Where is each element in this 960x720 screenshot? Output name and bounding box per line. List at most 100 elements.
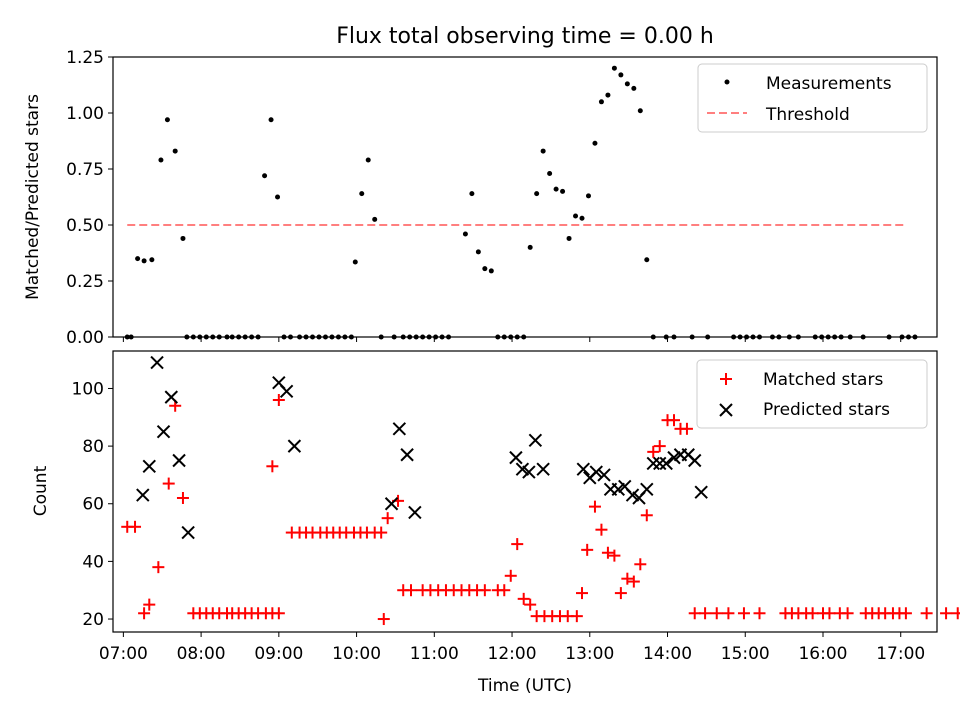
measurement-point (303, 334, 309, 340)
count-y-tick-label: 80 (82, 437, 104, 457)
matched-point (511, 538, 524, 551)
measurement-point (236, 334, 242, 340)
count-legend: Matched stars Predicted stars (696, 359, 928, 429)
measurement-point (663, 334, 669, 340)
count-y-tick-label: 100 (72, 379, 104, 399)
measurement-point (731, 334, 737, 340)
measurement-point (210, 334, 216, 340)
predicted-point (694, 485, 708, 499)
measurement-point (540, 148, 546, 154)
count-x-axis: 07:00 08:00 09:00 10:00 11:00 12:00 13:00 14:00… (99, 632, 925, 664)
legend-matched-marker (720, 373, 732, 385)
measurement-point (860, 334, 866, 340)
measurement-point (365, 157, 371, 163)
measurement-point (650, 334, 656, 340)
measurement-point (348, 334, 354, 340)
matched-point (940, 607, 953, 620)
matched-point (129, 520, 142, 533)
measurement-point (352, 259, 358, 265)
matched-point (951, 607, 960, 620)
predicted-point (164, 390, 179, 404)
count-legend-box (696, 359, 928, 429)
matched-point (588, 500, 601, 513)
ratio-legend: Measurements Threshold (697, 63, 928, 133)
measurement-point (560, 188, 566, 194)
measurement-point (611, 65, 617, 71)
predicted-point (653, 456, 667, 471)
measurement-point (899, 334, 905, 340)
measurement-point (391, 334, 397, 340)
measurement-point (819, 334, 825, 340)
measurement-point (255, 334, 261, 340)
measurement-point (598, 99, 604, 105)
matched-point (667, 414, 680, 427)
predicted-points (136, 355, 708, 540)
count-plot-frame (112, 350, 938, 633)
predicted-point (136, 488, 150, 502)
matched-point (608, 549, 621, 562)
measurement-point (812, 334, 818, 340)
measurement-point (359, 191, 365, 197)
measurement-point (592, 140, 598, 146)
predicted-point (528, 433, 543, 448)
matched-point (614, 587, 627, 600)
measurement-point (184, 334, 190, 340)
measurement-point (495, 334, 501, 340)
matched-point (841, 607, 854, 620)
matched-point (517, 592, 530, 605)
legend-predicted-marker (719, 403, 733, 417)
matched-point (152, 561, 165, 574)
predicted-point (597, 468, 611, 482)
predicted-point (400, 448, 414, 462)
measurement-point (905, 334, 911, 340)
matched-point (737, 607, 750, 620)
legend-threshold-label: Threshold (765, 105, 850, 125)
measurement-point (180, 235, 186, 241)
count-y-axis-label: Count (31, 465, 51, 516)
predicted-point (589, 465, 603, 479)
measurement-point (164, 117, 170, 123)
matched-point (272, 607, 285, 620)
matched-point (478, 584, 491, 597)
matched-point (581, 543, 594, 556)
predicted-point (384, 497, 399, 511)
matched-point (404, 584, 417, 597)
predicted-point (522, 465, 536, 479)
predicted-point (536, 462, 550, 476)
ratio-y-axis: 0.00 0.25 0.50 0.75 1.00 1.25 (66, 48, 113, 348)
matched-point (823, 607, 836, 620)
measurement-point (475, 249, 481, 255)
matched-point (899, 607, 912, 620)
chart-title: Flux total observing time = 0.00 h (336, 24, 714, 49)
measurement-point (605, 92, 611, 98)
predicted-point (172, 453, 186, 468)
x-tick-label: 07:00 (99, 644, 148, 664)
measurement-point (242, 334, 248, 340)
matched-point (176, 491, 189, 504)
predicted-point (156, 424, 171, 439)
measurement-point (521, 334, 527, 340)
ratio-legend-box (697, 63, 928, 133)
x-tick-label: 15:00 (721, 644, 770, 664)
measurement-point (216, 334, 222, 340)
matched-point (162, 477, 175, 490)
measurement-point (287, 334, 293, 340)
legend-measurements-marker (724, 79, 730, 85)
measurement-point (158, 157, 164, 163)
measurement-point (637, 108, 643, 114)
measurement-point (172, 148, 178, 154)
measurement-point (514, 334, 520, 340)
predicted-point (688, 453, 702, 468)
measurement-point (527, 244, 533, 250)
measurement-point (446, 334, 452, 340)
matched-point (680, 422, 693, 435)
measurement-point (316, 334, 322, 340)
ratio-y-tick-label: 0.25 (66, 272, 104, 292)
measurement-point (689, 334, 695, 340)
ratio-y-tick-label: 0.00 (66, 328, 104, 348)
measurement-point (501, 334, 507, 340)
x-tick-label: 11:00 (410, 644, 459, 664)
matched-point (272, 393, 285, 406)
matched-point (266, 460, 279, 473)
